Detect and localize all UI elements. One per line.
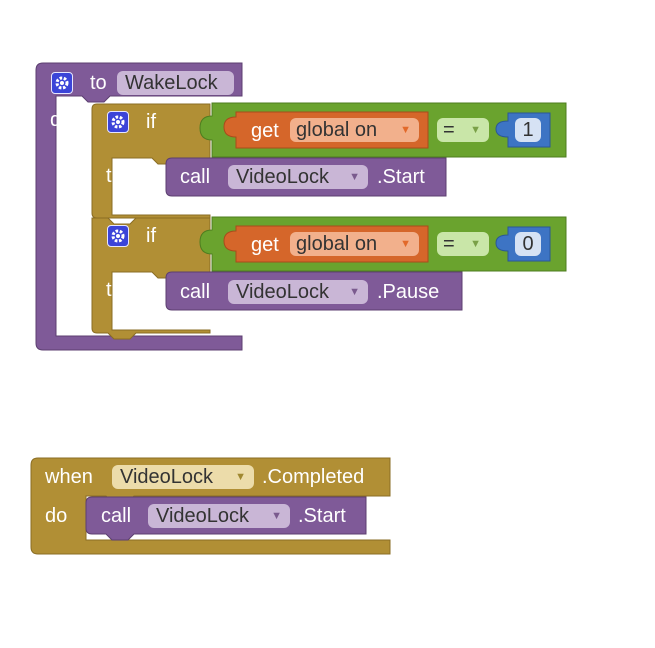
component-text: VideoLock bbox=[120, 466, 214, 488]
if-label: if bbox=[146, 111, 156, 133]
gear-icon[interactable] bbox=[107, 225, 129, 247]
component-dropdown[interactable]: VideoLock ▼ bbox=[228, 165, 368, 189]
number-field[interactable]: 1 bbox=[515, 118, 541, 142]
variable-text: global on bbox=[296, 233, 378, 255]
method-label: .Start bbox=[298, 505, 346, 527]
operator-dropdown[interactable]: = ▼ bbox=[437, 118, 489, 142]
triangle-down-icon: ▼ bbox=[235, 471, 246, 483]
component-dropdown[interactable]: VideoLock ▼ bbox=[148, 504, 290, 528]
component-dropdown[interactable]: VideoLock ▼ bbox=[228, 280, 368, 304]
gear-icon[interactable] bbox=[107, 111, 129, 133]
do-label: do bbox=[45, 505, 68, 527]
triangle-down-icon: ▼ bbox=[400, 238, 411, 250]
get-label: get bbox=[251, 234, 279, 256]
variable-text: global on bbox=[296, 119, 378, 141]
triangle-down-icon: ▼ bbox=[271, 510, 282, 522]
call-label: call bbox=[180, 166, 211, 188]
call-label: call bbox=[180, 281, 211, 303]
operator-text: = bbox=[443, 119, 455, 141]
when-label: when bbox=[45, 466, 93, 488]
component-text: VideoLock bbox=[236, 281, 330, 303]
if-block-2[interactable] bbox=[91, 217, 211, 340]
number-field[interactable]: 0 bbox=[515, 232, 541, 256]
method-label: .Pause bbox=[377, 281, 440, 303]
method-label: .Start bbox=[377, 166, 425, 188]
number-text: 0 bbox=[522, 233, 534, 255]
triangle-down-icon: ▼ bbox=[470, 238, 481, 250]
variable-dropdown[interactable]: global on ▼ bbox=[290, 118, 419, 142]
variable-dropdown[interactable]: global on ▼ bbox=[290, 232, 419, 256]
triangle-down-icon: ▼ bbox=[349, 171, 360, 183]
operator-dropdown[interactable]: = ▼ bbox=[437, 232, 489, 256]
get-label: get bbox=[251, 120, 279, 142]
if-label: if bbox=[146, 225, 156, 247]
do-label: do bbox=[50, 109, 73, 131]
to-label: to bbox=[90, 72, 107, 94]
triangle-down-icon: ▼ bbox=[349, 286, 360, 298]
then-label: then bbox=[106, 279, 145, 301]
event-name-label: .Completed bbox=[262, 466, 365, 488]
triangle-down-icon: ▼ bbox=[400, 124, 411, 136]
event-component-dropdown[interactable]: VideoLock ▼ bbox=[112, 465, 254, 489]
procedure-name-text: WakeLock bbox=[125, 72, 218, 94]
number-text: 1 bbox=[522, 119, 534, 141]
triangle-down-icon: ▼ bbox=[470, 124, 481, 136]
operator-text: = bbox=[443, 233, 455, 255]
component-text: VideoLock bbox=[236, 166, 330, 188]
call-label: call bbox=[101, 505, 132, 527]
procedure-name-field[interactable]: WakeLock bbox=[117, 71, 234, 95]
component-text: VideoLock bbox=[156, 505, 250, 527]
then-label: then bbox=[106, 165, 145, 187]
gear-icon[interactable] bbox=[51, 72, 73, 94]
